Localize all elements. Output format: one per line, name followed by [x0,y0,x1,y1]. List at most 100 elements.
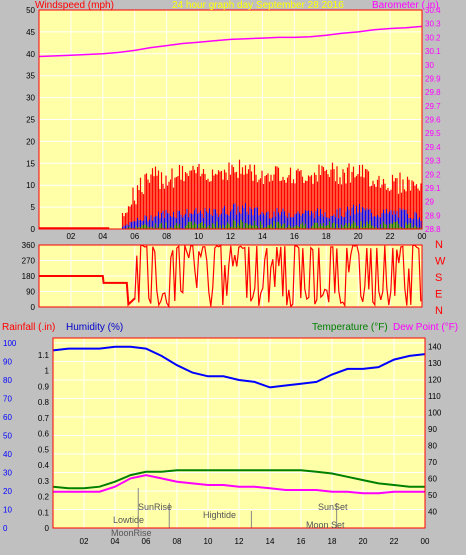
hour-tick-label: 18 [322,232,331,241]
rainfall-tick-label: 0.8 [38,398,50,407]
barometer-tick-label: 29.9 [425,74,441,83]
compass-label: W [435,256,446,268]
direction-series [39,243,422,309]
barometer-tick-label: 30.4 [425,6,441,15]
event-sunset: SunSet [318,502,348,512]
hour-tick-label: 12 [235,537,244,546]
barometer-tick-label: 29.4 [425,143,441,152]
temperature-tick-label: 90 [428,425,437,434]
compass-label: N [435,239,443,251]
barometer-tick-label: 29.8 [425,88,441,97]
barometer-tick-label: 29.2 [425,170,441,179]
compass-label: E [435,289,442,301]
barometer-tick-label: 29.5 [425,129,441,138]
windspeed-tick-label: 30 [26,94,35,103]
direction-line [39,275,136,307]
windspeed-tick-label: 40 [26,50,35,59]
hour-tick-label: 20 [359,537,368,546]
direction-tick-label: 360 [22,241,36,250]
humidity-tick-label: 20 [3,487,12,496]
temperature-tick-label: 80 [428,441,437,450]
temperature-tick-label: 60 [428,474,437,483]
rainfall-tick-label: 0.3 [38,477,50,486]
hour-tick-label: 14 [266,537,275,546]
hour-tick-label: 10 [204,537,213,546]
hour-tick-label: 08 [173,537,182,546]
rainfall-axis-label: Rainfall (.in) [2,322,55,333]
windspeed-tick-label: 5 [31,203,36,212]
rainfall-tick-label: 1.1 [38,351,50,360]
event-lowtide: Lowtide [113,515,144,525]
hour-tick-label: 16 [290,232,299,241]
hour-tick-label: 22 [390,537,399,546]
humidity-line [52,345,426,389]
windspeed-tick-label: 20 [26,137,35,146]
windspeed-tick-label: 35 [26,72,35,81]
hour-tick-label: 10 [194,232,203,241]
event-moonset: Moon Set [306,520,345,530]
humidity-tick-label: 70 [3,395,12,404]
barometer-tick-label: 30.3 [425,20,441,29]
compass-label: N [435,305,443,317]
event-sunrise: SunRise [138,502,172,512]
rainfall-tick-label: 0.2 [38,493,50,502]
hour-tick-label: 04 [98,232,107,241]
hour-tick-label: 00 [418,232,427,241]
temperature-tick-label: 110 [428,392,441,401]
humidity-tick-label: 40 [3,450,12,459]
windspeed-tick-label: 25 [26,116,35,125]
hour-tick-label: 02 [66,232,75,241]
temperature-tick-label: 40 [428,507,437,516]
hour-tick-label: 08 [162,232,171,241]
windspeed-tick-label: 0 [31,225,36,234]
temperature-tick-label: 50 [428,491,437,500]
chart-title: 24 hour graph day September 28 2016 [172,0,344,11]
barometer-tick-label: 30.2 [425,33,441,42]
windspeed-axis-label: Windspeed (mph) [35,0,114,11]
hour-tick-label: 00 [421,537,430,546]
barometer-tick-label: 29 [425,198,434,207]
barometer-tick-label: 29.7 [425,102,441,111]
event-moonrise: MoonRise [111,528,152,538]
rainfall-tick-label: 0.7 [38,414,50,423]
direction-line [134,243,422,309]
hour-tick-label: 20 [354,232,363,241]
hour-tick-label: 12 [226,232,235,241]
windspeed-tick-label: 15 [26,159,35,168]
humidity-tick-label: 90 [3,358,12,367]
hour-tick-label: 16 [297,537,306,546]
barometer-tick-label: 29.1 [425,184,441,193]
direction-tick-label: 270 [22,257,36,266]
hour-tick-label: 06 [142,537,151,546]
compass-label: S [435,272,442,284]
temperature-axis-label: Temperature (°F) [312,322,388,333]
barometer-tick-label: 28.8 [425,225,441,234]
rainfall-tick-label: 0.5 [38,445,50,454]
barometer-tick-label: 30.1 [425,47,441,56]
barometer-tick-label: 30 [425,61,434,70]
rainfall-tick-label: 0.6 [38,430,50,439]
hour-tick-label: 04 [111,537,120,546]
direction-plot-frame [38,244,423,308]
event-hightide: Hightide [203,510,236,520]
rainfall-tick-label: 0.1 [38,508,50,517]
barometer-tick-label: 28.9 [425,211,441,220]
humidity-axis-label: Humidity (%) [66,322,123,333]
rainfall-tick-label: 0.4 [38,461,50,470]
temperature-tick-label: 70 [428,458,437,467]
barometer-axis-label: Barometer ( in) [372,0,439,11]
direction-tick-label: 0 [31,303,36,312]
humidity-tick-label: 100 [3,339,17,348]
humidity-tick-label: 10 [3,506,12,515]
temperature-tick-label: 100 [428,408,442,417]
dewpoint-axis-label: Dew Point (°F) [393,322,458,333]
windspeed-tick-label: 10 [26,181,35,190]
windspeed-series [39,159,422,229]
windspeed-tick-label: 45 [26,28,35,37]
temperature-tick-label: 120 [428,375,442,384]
wind-plot-frame [38,9,423,230]
rainfall-tick-label: 0.9 [38,382,50,391]
barometer-line [38,25,423,58]
